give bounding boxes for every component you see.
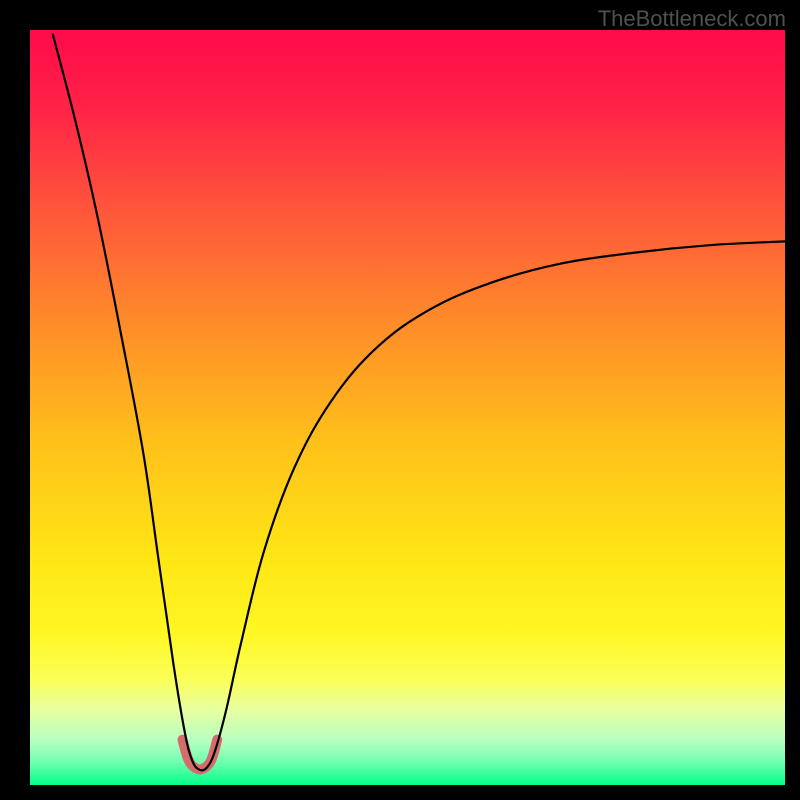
chart-container: TheBottleneck.com [0, 0, 800, 800]
bottleneck-chart [0, 0, 800, 800]
plot-background [30, 30, 785, 785]
watermark-text: TheBottleneck.com [598, 6, 786, 32]
